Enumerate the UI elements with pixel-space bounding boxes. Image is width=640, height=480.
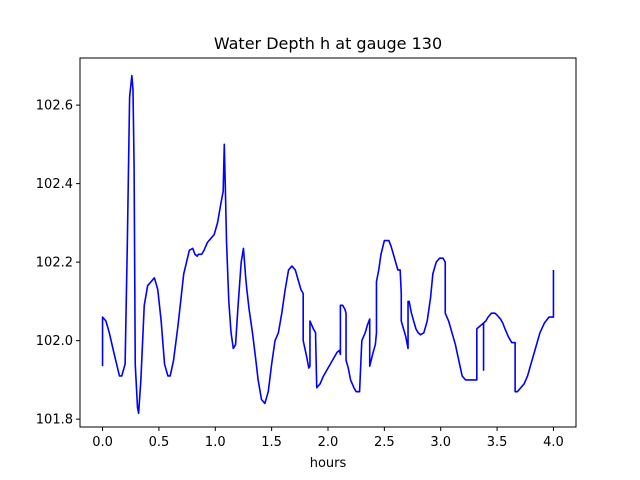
y-tick-label-4: 102.6 xyxy=(36,99,73,114)
x-tick-label-0: 0.0 xyxy=(92,435,113,450)
x-axis-ticks: 0.0 0.5 1.0 1.5 2.0 2.5 3.0 3.5 4.0 xyxy=(92,427,564,450)
chart-title: Water Depth h at gauge 130 xyxy=(214,34,442,53)
y-tick-label-1: 102.0 xyxy=(36,334,73,349)
x-tick-label-5: 2.5 xyxy=(374,435,395,450)
x-tick-label-3: 1.5 xyxy=(261,435,282,450)
x-tick-label-8: 4.0 xyxy=(543,435,564,450)
x-tick-label-2: 1.0 xyxy=(205,435,226,450)
series-line-0 xyxy=(101,74,555,415)
y-tick-label-0: 101.8 xyxy=(36,413,73,428)
y-tick-label-3: 102.4 xyxy=(36,177,73,192)
x-tick-label-6: 3.0 xyxy=(430,435,451,450)
x-tick-label-7: 3.5 xyxy=(487,435,508,450)
y-axis-ticks: 101.8 102.0 102.2 102.4 102.6 xyxy=(36,99,80,428)
x-tick-label-4: 2.0 xyxy=(318,435,339,450)
x-tick-label-1: 0.5 xyxy=(149,435,170,450)
y-tick-label-2: 102.2 xyxy=(36,256,73,271)
plot-series xyxy=(101,74,555,415)
x-axis-label: hours xyxy=(310,456,347,471)
